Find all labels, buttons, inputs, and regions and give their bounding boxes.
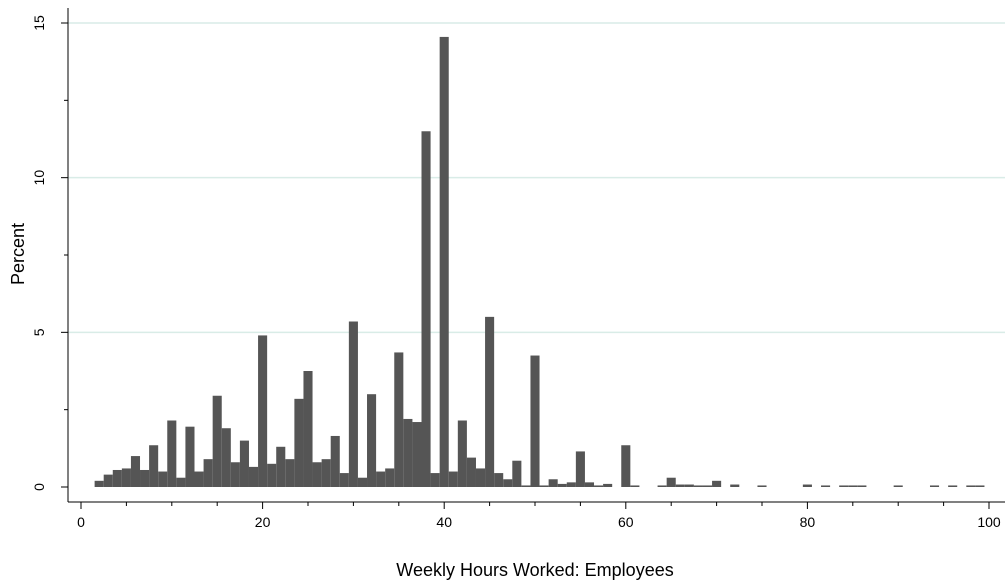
bar [357, 477, 368, 487]
bar [630, 485, 640, 487]
bar [140, 469, 150, 487]
bar [557, 483, 567, 487]
bars-group [94, 36, 985, 488]
bar [848, 485, 858, 487]
bar [475, 468, 486, 487]
bar [512, 460, 522, 487]
bar [548, 479, 558, 487]
bar [503, 479, 513, 487]
bar [539, 485, 549, 487]
bar [966, 485, 976, 487]
bar [603, 483, 613, 487]
bar [221, 428, 231, 487]
y-tick-label: 0 [31, 483, 47, 491]
bar [321, 459, 331, 487]
bar [566, 482, 576, 487]
bar [121, 468, 131, 487]
bar [975, 485, 985, 487]
bar [103, 474, 113, 487]
bar [394, 352, 404, 487]
bar [675, 484, 685, 487]
bar [693, 485, 703, 487]
y-tick-label: 10 [31, 170, 47, 186]
bar [176, 477, 186, 487]
bar [448, 471, 458, 487]
bar [348, 321, 358, 487]
bar [575, 451, 585, 487]
bar [303, 371, 313, 487]
bar [294, 398, 304, 487]
bar [267, 463, 277, 487]
bar [439, 36, 449, 488]
bar [167, 420, 177, 487]
bar [530, 355, 540, 487]
bar [821, 485, 831, 487]
bar [666, 477, 676, 487]
bar [149, 445, 159, 487]
bar [185, 426, 195, 487]
bar [285, 459, 295, 487]
bar [857, 485, 867, 487]
bar [712, 480, 722, 487]
bar [421, 131, 431, 487]
bar [230, 462, 240, 487]
bar [466, 457, 476, 487]
bar [385, 468, 395, 487]
bar [158, 471, 168, 487]
y-ticks: 0 5 10 15 [31, 15, 68, 491]
bar [485, 316, 495, 487]
bar [948, 485, 958, 487]
bar [494, 473, 504, 487]
bar [130, 456, 141, 487]
x-tick-label: 20 [255, 514, 271, 530]
bar [212, 395, 222, 487]
x-axis-title: Weekly Hours Worked: Employees [396, 560, 673, 580]
x-ticks: 0 20 40 60 80 100 [77, 502, 1001, 530]
x-tick-label: 40 [436, 514, 452, 530]
bar [339, 473, 349, 487]
bar [757, 485, 767, 487]
bar [730, 484, 740, 487]
bar [412, 422, 422, 487]
bar [457, 420, 467, 487]
x-tick-label: 100 [977, 514, 1001, 530]
bar [239, 440, 249, 487]
bar [430, 473, 440, 487]
bar [929, 485, 940, 487]
x-tick-label: 60 [618, 514, 634, 530]
y-tick-label: 15 [31, 15, 47, 31]
bar [839, 485, 849, 487]
x-tick-label: 0 [77, 514, 85, 530]
bar [258, 335, 268, 487]
bar [802, 484, 812, 487]
bar [276, 446, 286, 487]
bar [594, 485, 604, 487]
bar [203, 459, 213, 487]
bar [194, 471, 204, 487]
bar [657, 485, 667, 487]
y-tick-label: 5 [31, 328, 47, 336]
bar [403, 418, 413, 487]
bar [621, 445, 631, 487]
bar [312, 462, 322, 487]
bar [367, 394, 377, 487]
bar [248, 466, 259, 487]
bar [521, 485, 531, 487]
bar [893, 485, 903, 487]
bar [684, 484, 694, 487]
bar [330, 435, 340, 487]
y-axis-title: Percent [8, 223, 28, 285]
x-tick-label: 80 [800, 514, 816, 530]
bar [702, 485, 713, 487]
bar [584, 482, 595, 487]
bar [94, 480, 104, 487]
bar [112, 469, 122, 487]
bar [376, 471, 386, 487]
grid-lines [68, 22, 1005, 334]
